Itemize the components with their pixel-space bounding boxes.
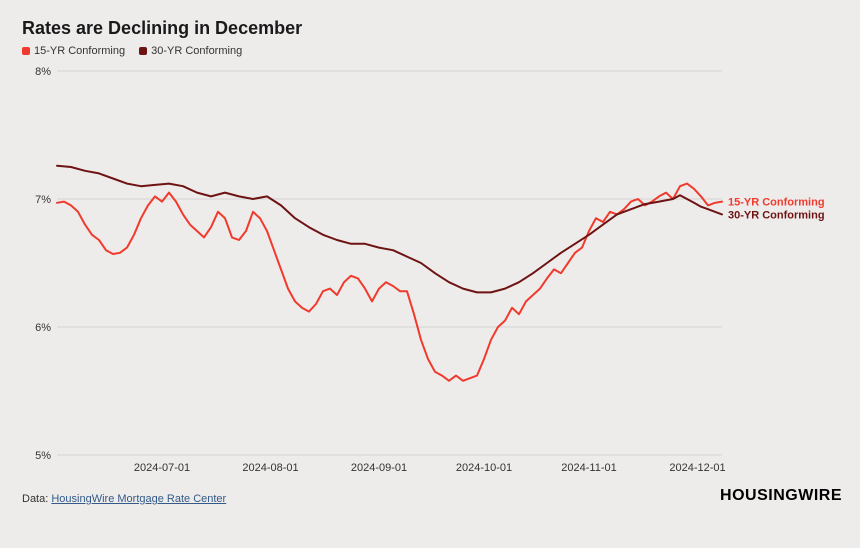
legend-swatch-15yr [22, 47, 30, 55]
y-tick-label: 6% [35, 322, 51, 334]
legend: 15-YR Conforming 30-YR Conforming [22, 45, 850, 57]
legend-swatch-30yr [139, 47, 147, 55]
brand-logo: HOUSINGWIRE [720, 487, 842, 505]
data-prefix: Data: [22, 493, 51, 505]
legend-item-30yr: 30-YR Conforming [139, 45, 242, 57]
x-tick-label: 2024-12-01 [669, 462, 725, 474]
chart-title: Rates are Declining in December [22, 18, 850, 39]
plot-svg: 5% 6% 7% 8% 2024-07-01 2024-08-01 2024-09-01 20… [22, 63, 842, 483]
legend-label-30yr: 30-YR Conforming [151, 45, 242, 57]
source-link[interactable]: HousingWire Mortgage Rate Center [51, 493, 226, 505]
x-tick-label: 2024-10-01 [456, 462, 512, 474]
series-end-label: 30-YR Conforming [728, 209, 825, 221]
footer: Data: HousingWire Mortgage Rate Center H… [22, 487, 842, 505]
x-tick-label: 2024-09-01 [351, 462, 407, 474]
x-tick-label: 2024-07-01 [134, 462, 190, 474]
x-tick-label: 2024-11-01 [561, 462, 616, 474]
series-line [57, 166, 722, 293]
data-source: Data: HousingWire Mortgage Rate Center [22, 493, 226, 505]
chart-container: Rates are Declining in December 15-YR Co… [0, 0, 860, 548]
legend-item-15yr: 15-YR Conforming [22, 45, 125, 57]
y-tick-label: 7% [35, 194, 51, 206]
y-tick-label: 8% [35, 66, 51, 78]
y-tick-label: 5% [35, 450, 51, 462]
series-end-label: 15-YR Conforming [728, 197, 825, 209]
x-tick-label: 2024-08-01 [242, 462, 298, 474]
legend-label-15yr: 15-YR Conforming [34, 45, 125, 57]
plot-area: 5% 6% 7% 8% 2024-07-01 2024-08-01 2024-09-01 20… [22, 63, 842, 483]
